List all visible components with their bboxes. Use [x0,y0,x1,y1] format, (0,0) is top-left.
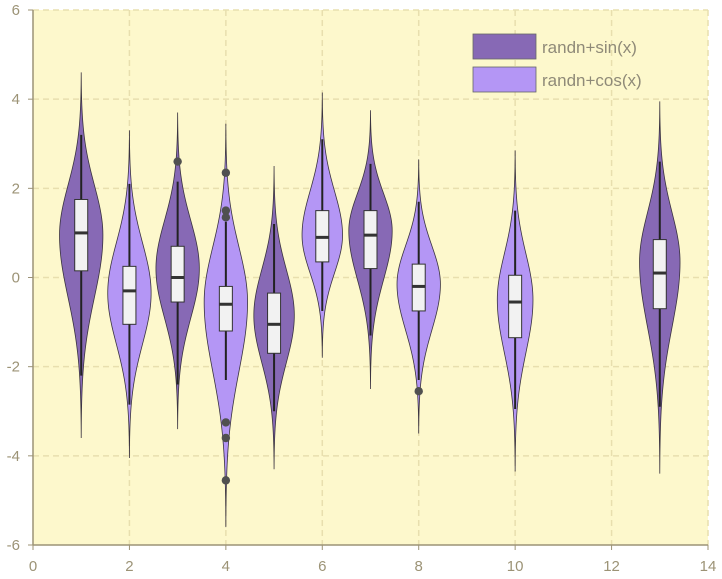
x-tick-label: 0 [29,558,37,575]
violin-outlier [221,433,231,443]
violin-box [218,285,233,332]
violin-outlier [221,418,231,427]
x-tick-label: 4 [222,558,230,575]
violin-outlier [221,213,231,222]
legend-label-sin: randn+sin(x) [542,38,637,57]
y-tick-label: -4 [7,448,20,465]
y-tick-label: 2 [12,180,20,197]
violin-box [170,245,185,303]
x-tick-label: 8 [415,558,423,575]
x-tick-label: 12 [603,558,620,575]
legend-label-cos: randn+cos(x) [542,71,642,90]
y-tick-label: -6 [7,537,20,554]
violin-outlier [414,386,423,396]
x-tick-label: 2 [125,558,133,575]
y-tick-label: 0 [12,270,20,287]
violins [59,72,681,528]
violin-outlier [173,157,182,166]
tick-labels: 0 2 4 6 8 10 12 14 -6 -4 -2 0 2 4 6 [7,2,717,575]
violin-outlier [221,168,231,177]
violin-outlier [221,476,231,485]
violin-outlier [221,206,231,215]
violin-box [74,198,89,272]
x-tick-label: 6 [318,558,326,575]
legend-swatch-sin [472,33,537,60]
violin-box [363,210,378,270]
y-tick-label: 6 [12,2,20,19]
violin-box [508,274,523,339]
x-tick-label: 10 [507,558,524,575]
legend-swatch-cos [472,66,537,93]
y-tick-label: -2 [7,359,20,376]
legend: randn+sin(x) randn+cos(x) [472,33,642,93]
x-tick-label: 14 [700,558,717,575]
violin-box [122,265,137,325]
y-tick-label: 4 [12,91,20,108]
